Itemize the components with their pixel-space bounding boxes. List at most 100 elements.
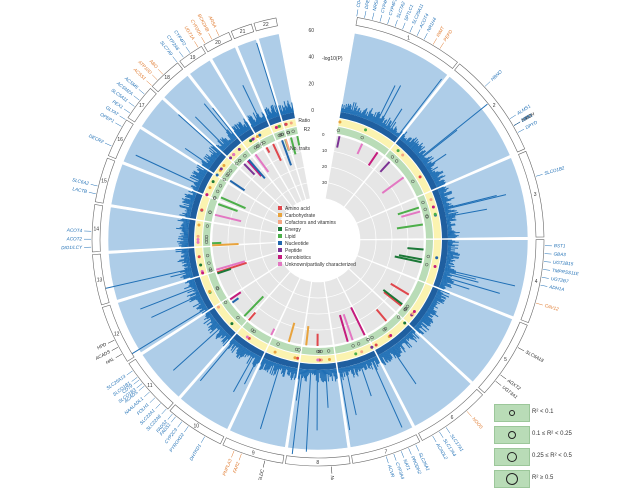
chromosome-label: 13 [97, 277, 103, 283]
chromosome-label: 3 [534, 192, 537, 198]
gene-label: NAT1 [402, 459, 411, 472]
gene-connector [139, 386, 144, 391]
gene-connector [514, 122, 520, 126]
gene-connector [156, 403, 161, 408]
chromosome-label: 14 [94, 226, 100, 232]
legend-swatch [278, 255, 282, 259]
ratio-marker [238, 148, 241, 151]
gene-label: HAL [105, 356, 116, 365]
gene-label: CAV12 [544, 303, 560, 312]
gene-connector [394, 454, 396, 461]
ratio-marker [209, 186, 212, 189]
ratio-marker [205, 193, 208, 196]
ring-label: No. traits [290, 146, 311, 152]
gene-connector [510, 115, 516, 119]
chromosome-label: 8 [316, 460, 319, 466]
axis-label: -log10(P) [322, 56, 343, 62]
gene-connector [127, 371, 133, 375]
count-tick-label: 10 [322, 148, 328, 153]
ratio-marker [229, 156, 232, 159]
peak-bar [325, 370, 326, 382]
gene-connector [365, 11, 366, 18]
chromosome-label: 4 [535, 279, 538, 285]
gene-connector [132, 377, 138, 381]
ratio-marker [197, 235, 200, 238]
legend-label: Carbohydrate [285, 213, 316, 219]
legend-label: Xenobiotics [285, 255, 311, 261]
gene-label: HBNO [490, 69, 503, 82]
gene-connector [357, 9, 358, 16]
gene-connector [129, 102, 135, 106]
gene-connector [137, 384, 142, 388]
gene-connector [424, 33, 427, 39]
ratio-marker [212, 180, 215, 183]
chromosome-label: 20 [215, 40, 221, 46]
legend-label: Peptide [285, 248, 302, 254]
gene-connector [116, 354, 122, 358]
legend-swatch [278, 248, 282, 252]
gene-connector [216, 29, 219, 35]
ratio-marker [197, 223, 200, 226]
gene-connector [152, 75, 157, 80]
peak-bar [186, 263, 190, 264]
gene-connector [518, 129, 524, 132]
gene-connector [150, 398, 155, 403]
peak-bar [183, 227, 189, 228]
gene-connector [518, 348, 524, 351]
gene-connector [178, 422, 182, 428]
gene-connector [168, 414, 172, 419]
chromosome-label: 11 [147, 383, 152, 389]
gene-connector [416, 445, 419, 451]
ratio-marker [222, 164, 225, 167]
gene-connector [433, 38, 437, 44]
chromosome-label: 18 [164, 75, 170, 81]
axis-tick-label: 60 [308, 28, 314, 34]
gene-connector [395, 20, 397, 27]
gene-label: PNPLA3 [222, 458, 233, 477]
chromosome-label: 15 [101, 179, 107, 185]
gene-connector [263, 461, 265, 468]
gene-label: DECR2 [88, 133, 105, 144]
r2-legend-dot [507, 452, 517, 462]
legend-label: Energy [285, 227, 301, 233]
gene-connector [536, 303, 543, 305]
gene-connector [120, 116, 126, 120]
gene-connector [209, 33, 212, 39]
gene-connector [544, 262, 551, 263]
ratio-marker [403, 321, 406, 324]
legend-label: Unknown/partially characterized [285, 262, 356, 268]
legend-swatch [278, 262, 282, 266]
gene-connector [440, 43, 444, 49]
gene-connector [112, 347, 118, 350]
ratio-marker [360, 350, 363, 353]
ratio-marker [220, 167, 223, 170]
gene-connector [410, 26, 413, 32]
gene-connector [446, 427, 450, 433]
gene-connector [239, 454, 241, 461]
gene-connector [542, 277, 549, 278]
ratio-marker [275, 126, 278, 129]
ratio-marker [296, 357, 299, 360]
gene-connector [173, 57, 177, 62]
ratio-marker [419, 175, 422, 178]
ratio-marker [246, 335, 249, 338]
gene-connector [401, 451, 404, 458]
legend-swatch [278, 227, 282, 231]
gene-label: ADH1A [548, 284, 565, 292]
peak-bar [188, 266, 191, 267]
legend-label: Cofactors and vitamins [285, 220, 336, 226]
gene-label: SLC6A2 [72, 177, 90, 186]
ratio-marker [397, 149, 400, 152]
ratio-marker [198, 255, 201, 258]
gene-connector [380, 15, 382, 22]
gene-connector [134, 96, 140, 100]
gene-label: CYP3A4 [395, 462, 406, 480]
ratio-marker [251, 138, 254, 141]
gene-connector [501, 375, 507, 379]
ring-label: Ratio [298, 118, 310, 124]
ratio-marker [232, 153, 235, 156]
gene-label: FAR2 [232, 461, 241, 474]
ratio-marker [217, 306, 220, 309]
gene-label: ACVR [387, 463, 396, 478]
ring-label: R2 [304, 127, 311, 133]
